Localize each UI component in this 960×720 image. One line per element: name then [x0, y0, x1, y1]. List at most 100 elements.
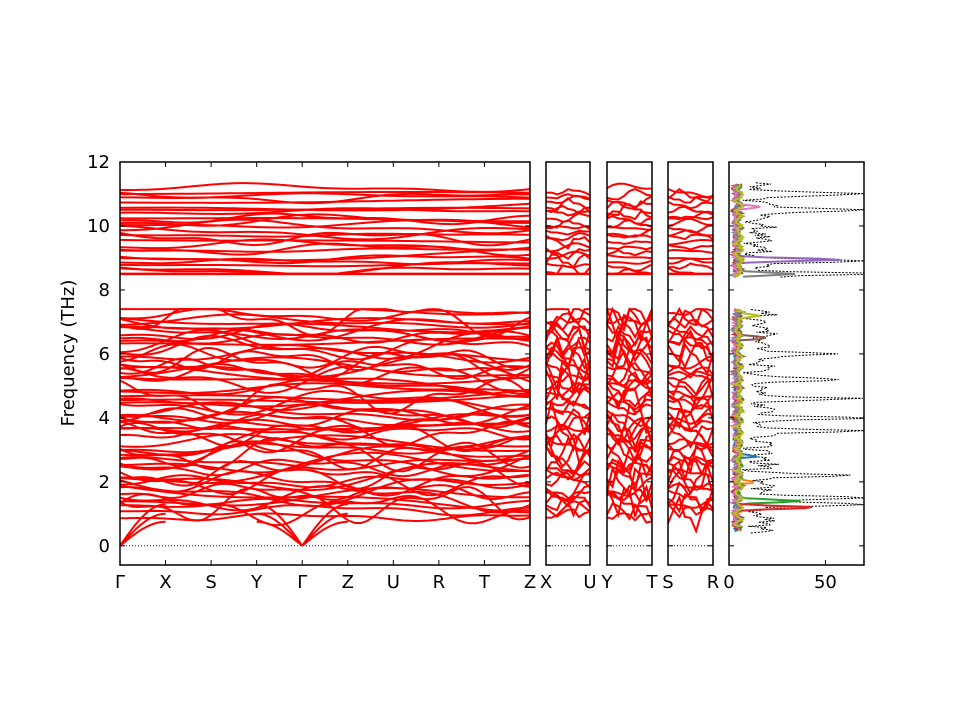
- dos-curves: [728, 182, 865, 534]
- band-curve: [119, 224, 531, 241]
- band-curve: [667, 374, 714, 399]
- band-curve: [606, 308, 653, 329]
- band-curve: [119, 247, 531, 262]
- band-curve: [119, 457, 531, 478]
- band-curve: [119, 504, 531, 517]
- band-curve: [667, 482, 714, 491]
- band-curve: [120, 308, 531, 316]
- band-curve: [606, 259, 653, 265]
- band-curve: [119, 363, 531, 395]
- band-curve: [667, 329, 714, 364]
- dos-x-tick-label: 0: [723, 572, 734, 593]
- band-curve: [545, 362, 591, 400]
- acoustic-branch: [119, 512, 166, 547]
- y-tick-label: 6: [99, 344, 110, 365]
- band-curve: [119, 317, 530, 330]
- band-curve: [667, 493, 714, 516]
- acoustic-branch: [301, 520, 348, 547]
- band-curve: [119, 257, 531, 266]
- band-curve: [545, 433, 591, 465]
- acoustic-branch: [256, 520, 303, 547]
- band-curve: [667, 188, 714, 199]
- dos-total-curve: [742, 182, 865, 534]
- band-curve: [667, 223, 714, 234]
- band-curve: [119, 231, 531, 247]
- band-curve: [119, 182, 531, 193]
- band-curve: [545, 448, 591, 481]
- band-curve: [119, 262, 531, 268]
- band-curve: [545, 393, 591, 410]
- y-tick-label: 10: [87, 216, 110, 237]
- band-curve: [119, 440, 531, 471]
- band-curve: [120, 313, 531, 329]
- axis-ticks: [119, 161, 864, 565]
- band-curve: [545, 337, 591, 371]
- special-point-label: T: [478, 572, 491, 593]
- band-curve: [545, 231, 591, 242]
- band-curve: [545, 507, 591, 519]
- acoustic-branch: [301, 512, 348, 547]
- band-curve: [606, 409, 653, 428]
- special-point-label: X: [540, 572, 552, 593]
- band-curve: [667, 229, 714, 238]
- band-curve: [667, 392, 714, 410]
- band-curve: [119, 362, 531, 386]
- band-curve: [606, 249, 653, 257]
- special-point-label: T: [646, 572, 659, 593]
- band-curve: [119, 238, 530, 244]
- band-curve: [545, 500, 591, 519]
- dos-partial-curve: [728, 183, 841, 530]
- special-point-label: Z: [524, 572, 536, 593]
- band-curve: [606, 254, 653, 260]
- y-tick-label: 12: [87, 152, 110, 173]
- band-curve: [119, 238, 531, 252]
- band-curve: [667, 257, 714, 261]
- band-curve: [606, 337, 653, 372]
- band-curve: [545, 400, 591, 416]
- band-curve: [119, 403, 531, 426]
- band-curve: [667, 332, 714, 359]
- band-curve: [606, 308, 653, 347]
- band-panel-frame: [606, 161, 653, 566]
- band-curve: [119, 217, 530, 223]
- band-curve: [606, 334, 653, 363]
- band-curve: [119, 487, 530, 507]
- band-curve: [606, 490, 653, 524]
- band-curve: [606, 240, 653, 245]
- band-curve: [667, 374, 714, 401]
- band-curve: [667, 205, 714, 216]
- band-curve: [545, 459, 591, 477]
- y-axis-label: Frequency (THz): [58, 280, 79, 427]
- band-curve: [545, 471, 591, 489]
- band-curve: [119, 482, 531, 501]
- band-curve: [119, 389, 531, 418]
- band-curve: [606, 332, 653, 356]
- acoustic-branch: [256, 512, 303, 547]
- band-curve: [606, 461, 653, 474]
- band-curve: [119, 346, 531, 380]
- band-panel-frame: [119, 161, 531, 566]
- band-curve: [606, 263, 653, 272]
- band-curve: [667, 200, 714, 210]
- band-curve: [606, 215, 653, 225]
- band-curve: [607, 362, 653, 386]
- band-curve: [119, 192, 531, 199]
- band-curve: [667, 308, 714, 317]
- y-tick-label: 4: [99, 408, 110, 429]
- band-curve: [606, 371, 653, 406]
- band-curve: [119, 428, 531, 463]
- special-point-label: X: [159, 572, 171, 593]
- band-curve: [667, 238, 714, 246]
- band-curve: [119, 396, 531, 426]
- y-tick-label: 0: [99, 536, 110, 557]
- band-curve: [606, 465, 653, 503]
- band-curve: [119, 328, 531, 344]
- acoustic-branch: [301, 503, 348, 547]
- band-curve: [545, 250, 591, 260]
- band-curve: [667, 307, 714, 327]
- band-curve: [545, 204, 591, 215]
- special-point-label: R: [707, 572, 720, 593]
- band-curve: [667, 262, 714, 271]
